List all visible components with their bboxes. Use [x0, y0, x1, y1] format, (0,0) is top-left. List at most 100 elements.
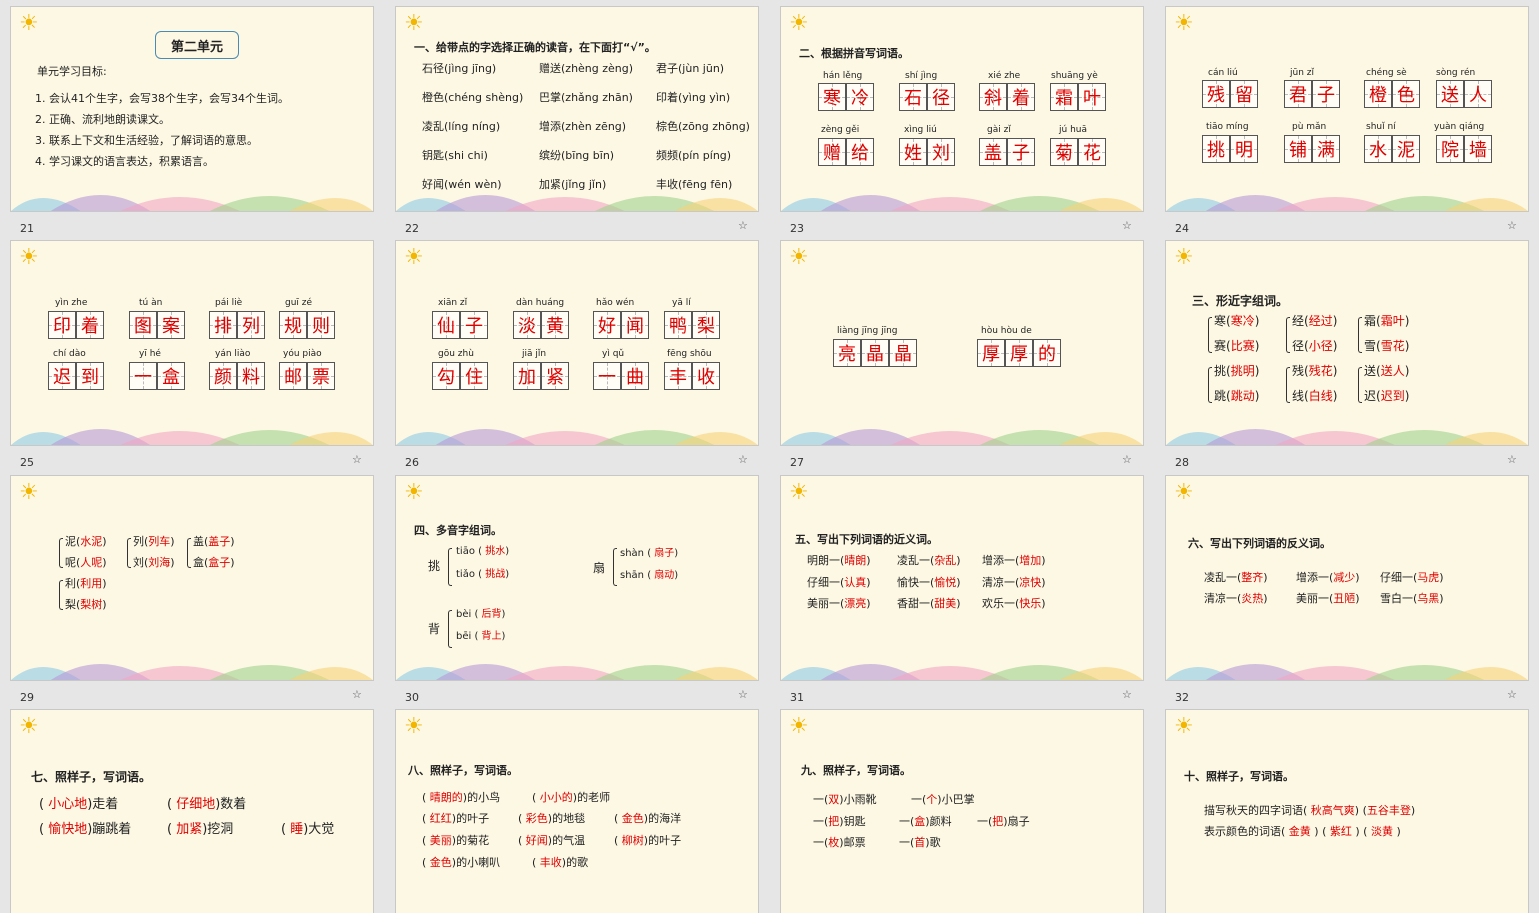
word-grid: 院墙 — [1436, 135, 1492, 163]
item: 巴掌(zhǎng zhān) — [539, 91, 633, 104]
star-icon[interactable]: ☆ — [1122, 688, 1132, 701]
slide-33[interactable]: ☀ 七、照样子，写词语。 ( 小心地)走着 ( 仔细地)数着 ( 愉快地)蹦跳着… — [10, 709, 374, 913]
word-grid: 仙子 — [432, 311, 488, 339]
rainbow-hills-decoration — [396, 429, 758, 445]
pinyin: zèng gěi — [821, 125, 860, 135]
word-grid: 图案 — [129, 311, 185, 339]
word-grid: 霜叶 — [1050, 83, 1106, 111]
word-grid: 一曲 — [593, 362, 649, 390]
word-grid: 水泥 — [1364, 135, 1420, 163]
pinyin: gōu zhù — [438, 349, 474, 359]
word-grid: 赠给 — [818, 138, 874, 166]
slide-25[interactable]: ☀ yìn zhe 印着 tú àn 图案 pái liè 排列 guī zé … — [10, 240, 374, 446]
pinyin: chéng sè — [1366, 68, 1407, 78]
slide-36[interactable]: ☀ 十、照样子，写词语。 描写秋天的四字词语( 秋高气爽) (五谷丰登) 表示颜… — [1165, 709, 1529, 913]
word-grid: 加紧 — [513, 362, 569, 390]
star-icon[interactable]: ☆ — [352, 453, 362, 466]
pinyin: cán liú — [1208, 68, 1238, 78]
word-grid: 规则 — [279, 311, 335, 339]
item: 印着(yìng yìn) — [656, 91, 731, 104]
pinyin: yìn zhe — [55, 298, 88, 308]
pinyin: pù mǎn — [1292, 122, 1327, 132]
slide-24[interactable]: ☀ cán liú 残留 jūn zǐ 君子 chéng sè 橙色 sòng … — [1165, 6, 1529, 212]
pinyin: hòu hòu de — [981, 326, 1032, 336]
rainbow-hills-decoration — [781, 429, 1143, 445]
word-grid: 铺满 — [1284, 135, 1340, 163]
sun-icon: ☀ — [789, 11, 809, 36]
slide-27[interactable]: ☀ liàng jīng jīng 亮晶晶 hòu hòu de 厚厚的 — [780, 240, 1144, 446]
sun-icon: ☀ — [1174, 11, 1194, 36]
word-grid: 鸭梨 — [664, 311, 720, 339]
slide-32[interactable]: ☀ 六、写出下列词语的反义词。 凌乱一(整齐) 增添一(减少) 仔细一(马虎) … — [1165, 475, 1529, 681]
pinyin: shuǐ ní — [1366, 122, 1396, 132]
item: 钥匙(shi chi) — [422, 149, 488, 162]
item: 频频(pín píng) — [656, 149, 732, 162]
item: 好闻(wén wèn) — [422, 178, 502, 191]
item: 棕色(zōng zhōng) — [656, 120, 750, 133]
word-grid: 印着 — [48, 311, 104, 339]
slide-number: 23 — [790, 222, 804, 235]
rainbow-hills-decoration — [11, 195, 373, 211]
section-heading: 九、照样子，写词语。 — [801, 764, 911, 777]
star-icon[interactable]: ☆ — [1507, 219, 1517, 232]
section-heading: 二、根据拼音写词语。 — [799, 47, 909, 60]
slide-number: 28 — [1175, 456, 1189, 469]
star-icon[interactable]: ☆ — [1122, 219, 1132, 232]
slide-number: 22 — [405, 222, 419, 235]
sun-icon: ☀ — [789, 714, 809, 739]
pinyin: chí dào — [53, 349, 86, 359]
item: 石径(jìng jīng) — [422, 62, 497, 75]
pinyin: xiān zǐ — [438, 298, 468, 308]
slide-26[interactable]: ☀ xiān zǐ 仙子 dàn huáng 淡黄 hǎo wén 好闻 yā … — [395, 240, 759, 446]
slide-29[interactable]: ☀ 泥(水泥) 呢(人呢) 列(列车) 刘(刘海) 盖(盖子) 盒(盒子) 利(… — [10, 475, 374, 681]
word-grid: 丰收 — [664, 362, 720, 390]
rainbow-hills-decoration — [396, 195, 758, 211]
slide-number: 29 — [20, 691, 34, 704]
item: 加紧(jǐng jǐn) — [539, 178, 607, 191]
star-icon[interactable]: ☆ — [1122, 453, 1132, 466]
pinyin: jiā jǐn — [522, 349, 547, 359]
star-icon[interactable]: ☆ — [352, 688, 362, 701]
section-heading: 四、多音字组词。 — [414, 524, 502, 537]
slide-number: 30 — [405, 691, 419, 704]
section-heading: 五、写出下列词语的近义词。 — [795, 533, 938, 546]
pinyin: shuāng yè — [1051, 71, 1098, 81]
pinyin: gài zǐ — [987, 125, 1011, 135]
sun-icon: ☀ — [19, 480, 39, 505]
word-grid: 挑明 — [1202, 135, 1258, 163]
item: 增添(zhèn zēng) — [539, 120, 627, 133]
slide-28[interactable]: ☀ 三、形近字组词。 寒(寒冷) 赛(比赛) 经(经过) 径(小径) 霜(霜叶)… — [1165, 240, 1529, 446]
sun-icon: ☀ — [404, 11, 424, 36]
slide-number: 25 — [20, 456, 34, 469]
star-icon[interactable]: ☆ — [738, 453, 748, 466]
pinyin: hán lěng — [823, 71, 863, 81]
word-grid: 排列 — [209, 311, 265, 339]
star-icon[interactable]: ☆ — [1507, 453, 1517, 466]
slide-number: 26 — [405, 456, 419, 469]
sun-icon: ☀ — [404, 480, 424, 505]
word-grid: 送人 — [1436, 80, 1492, 108]
pinyin: xìng liú — [904, 125, 937, 135]
word-grid: 盖子 — [979, 138, 1035, 166]
slide-35[interactable]: ☀ 九、照样子，写词语。 一(双)小雨靴 一(个)小巴掌 一(把)钥匙 一(盒)… — [780, 709, 1144, 913]
star-icon[interactable]: ☆ — [738, 219, 748, 232]
slide-34[interactable]: ☀ 八、照样子，写词语。 ( 晴朗的)的小鸟 ( 小小的)的老师 ( 红红)的叶… — [395, 709, 759, 913]
slide-21[interactable]: ☀ 第二单元 单元学习目标: 1. 会认41个生字，会写38个生字，会写34个生… — [10, 6, 374, 212]
pinyin: yì qǔ — [602, 349, 625, 359]
slide-31[interactable]: ☀ 五、写出下列词语的近义词。 明朗一(晴朗) 凌乱一(杂乱) 增添一(增加) … — [780, 475, 1144, 681]
pinyin: hǎo wén — [596, 298, 635, 308]
word-grid: 颜料 — [209, 362, 265, 390]
star-icon[interactable]: ☆ — [738, 688, 748, 701]
star-icon[interactable]: ☆ — [1507, 688, 1517, 701]
pinyin: shí jìng — [905, 71, 938, 81]
slide-23[interactable]: ☀ 二、根据拼音写词语。 hán lěng 寒冷 shí jìng 石径 xié… — [780, 6, 1144, 212]
slide-22[interactable]: ☀ 一、给带点的字选择正确的读音，在下面打“√”。 石径(jìng jīng) … — [395, 6, 759, 212]
sun-icon: ☀ — [1174, 714, 1194, 739]
slide-30[interactable]: ☀ 四、多音字组词。 挑 tiāo ( 挑水) tiǎo ( 挑战) 扇 shà… — [395, 475, 759, 681]
word-grid: 残留 — [1202, 80, 1258, 108]
word-grid: 石径 — [899, 83, 955, 111]
item: 君子(jùn jūn) — [656, 62, 725, 75]
pinyin: sòng rén — [1436, 68, 1476, 78]
sun-icon: ☀ — [789, 245, 809, 270]
unit-title: 第二单元 — [151, 25, 243, 65]
